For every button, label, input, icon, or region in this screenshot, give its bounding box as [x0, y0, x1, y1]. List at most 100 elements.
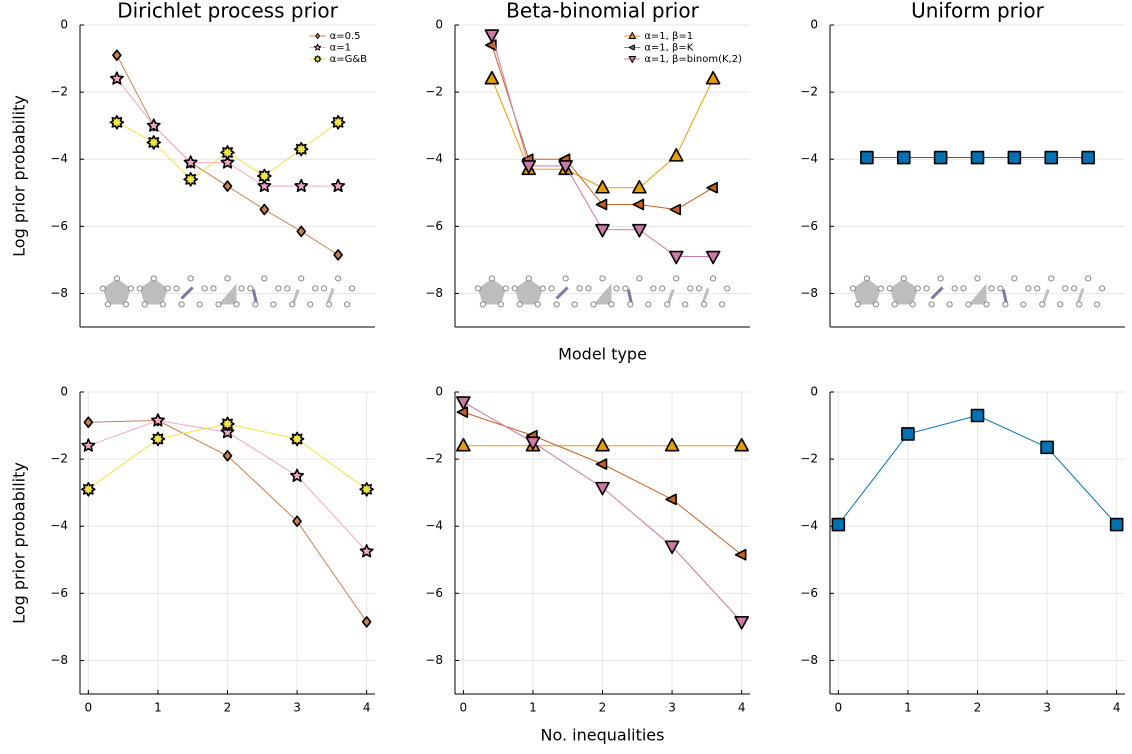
y-tick-label: −8: [425, 286, 443, 300]
series-line: [491, 34, 714, 258]
icon-node: [502, 285, 509, 292]
icon-node: [590, 301, 597, 308]
y-tick-label: −4: [425, 152, 443, 166]
icon-node: [335, 275, 342, 282]
x-tick-label: 3: [1043, 701, 1051, 715]
marker: [150, 413, 165, 427]
marker: [595, 437, 610, 452]
y-tick-label: −8: [800, 286, 818, 300]
icon-node: [701, 301, 708, 308]
legend-marker: [313, 55, 322, 63]
x-tick-label: 4: [363, 701, 371, 715]
legend-label: α=1, β=binom(K,2): [644, 54, 742, 65]
marker: [331, 178, 346, 193]
marker: [290, 468, 305, 482]
marker: [1007, 150, 1022, 165]
marker: [896, 150, 911, 165]
icon-edge: [326, 287, 335, 303]
y-tick-label: −8: [50, 286, 68, 300]
marker: [257, 168, 272, 184]
marker: [183, 155, 198, 169]
x-tick-label: 2: [224, 701, 232, 715]
icon-node: [516, 301, 523, 308]
marker: [220, 424, 235, 439]
x-tick-label: 2: [974, 701, 982, 715]
model-icon: [849, 275, 884, 308]
legend-marker: [314, 43, 322, 51]
marker: [150, 431, 166, 447]
y-axis-label: Log prior probability: [10, 95, 29, 257]
icon-node: [187, 275, 194, 282]
icon-node: [886, 285, 893, 292]
marker: [595, 198, 608, 211]
icon-node: [983, 301, 990, 308]
model-icon: [210, 275, 245, 308]
chart-title: Beta-binomial prior: [506, 0, 699, 23]
model-icon: [960, 275, 995, 308]
x-tick-label: 1: [154, 701, 162, 715]
icon-node: [696, 285, 703, 292]
marker: [970, 150, 985, 165]
icon-edge: [666, 288, 675, 304]
icon-node: [682, 301, 689, 308]
icon-node: [974, 275, 981, 282]
x-tick-label: 3: [293, 701, 301, 715]
y-tick-label: 0: [810, 18, 818, 32]
model-icon: [173, 275, 208, 308]
marker: [1109, 517, 1124, 532]
icon-node: [1085, 275, 1092, 282]
marker: [933, 150, 948, 165]
icon-node: [608, 301, 615, 308]
legend-label: α=G&B: [330, 54, 368, 65]
icon-node: [923, 285, 930, 292]
icon-node: [849, 285, 856, 292]
icon-node: [877, 285, 884, 292]
icon-node: [150, 275, 157, 282]
icon-node: [201, 285, 208, 292]
model-icon: [247, 275, 282, 308]
x-tick-label: 3: [668, 701, 676, 715]
y-tick-label: −8: [425, 653, 443, 667]
icon-node: [1094, 301, 1101, 308]
icon-node: [488, 275, 495, 282]
icon-node: [627, 301, 634, 308]
icon-node: [173, 285, 180, 292]
marker: [668, 250, 684, 265]
x-tick-label: 4: [738, 701, 746, 715]
icon-node: [553, 301, 560, 308]
icon-shape: [477, 278, 506, 305]
icon-node: [622, 285, 629, 292]
icon-edge: [555, 286, 569, 300]
icon-node: [900, 275, 907, 282]
icon-node: [104, 301, 111, 308]
marker: [664, 437, 680, 452]
x-tick-label: 4: [1113, 701, 1121, 715]
icon-node: [238, 285, 245, 292]
marker: [970, 408, 985, 423]
icon-node: [113, 275, 120, 282]
marker: [595, 458, 608, 470]
icon-node: [946, 301, 953, 308]
icon-node: [1011, 275, 1018, 282]
marker: [484, 70, 500, 85]
icon-node: [645, 301, 652, 308]
y-axis-label: Log prior probability: [10, 462, 29, 624]
icon-node: [178, 301, 185, 308]
series-line: [116, 78, 339, 187]
y-tick-label: −2: [800, 85, 818, 99]
icon-shape: [968, 283, 987, 305]
marker: [456, 406, 469, 418]
marker: [330, 115, 346, 130]
y-tick-label: −4: [800, 152, 818, 166]
marker: [901, 427, 915, 441]
marker: [831, 517, 846, 532]
icon-node: [252, 301, 259, 308]
marker: [359, 544, 374, 558]
icon-node: [1025, 285, 1032, 292]
marker: [525, 436, 541, 451]
icon-node: [928, 301, 935, 308]
marker: [289, 431, 305, 447]
icon-node: [997, 285, 1004, 292]
icon-edge: [180, 286, 194, 300]
